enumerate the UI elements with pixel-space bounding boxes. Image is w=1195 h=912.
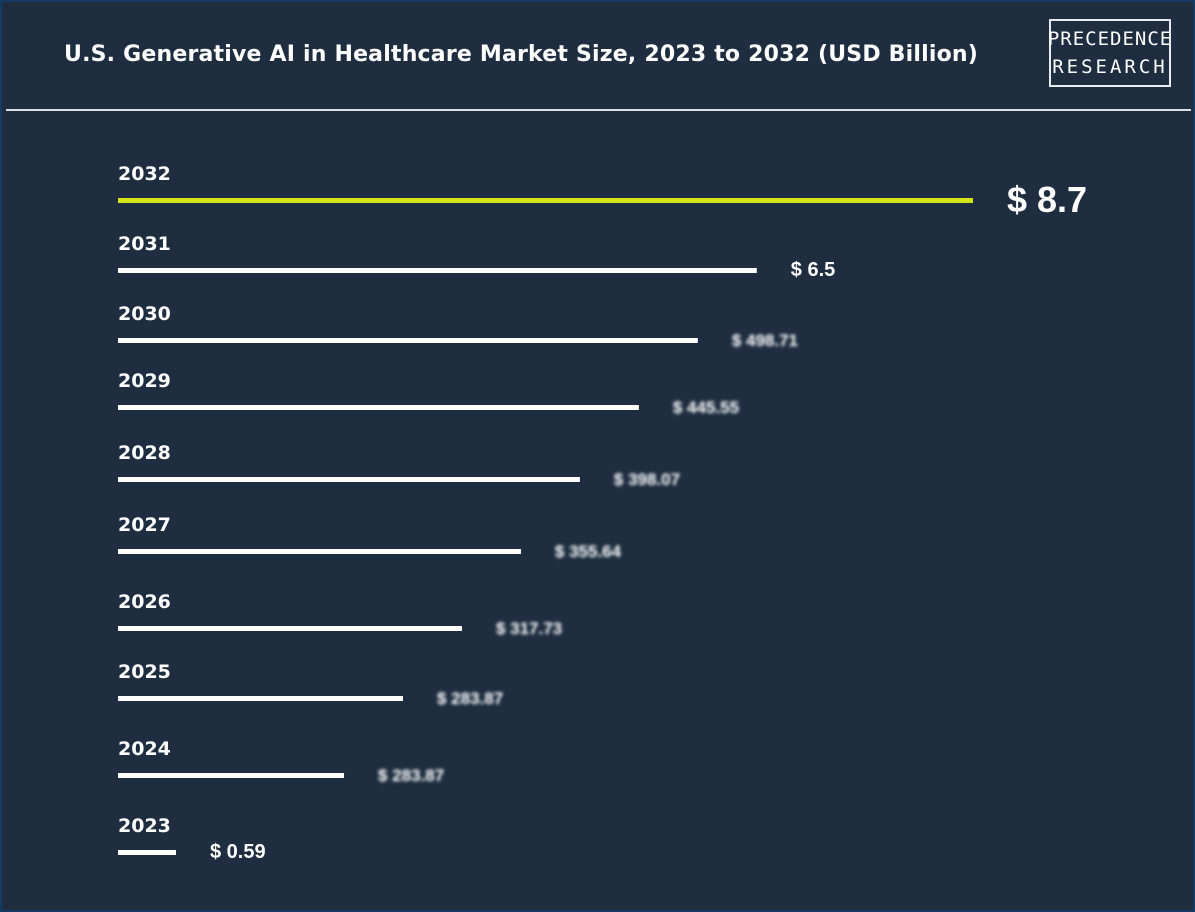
bar-2025 bbox=[118, 696, 403, 701]
category-label-2031: 2031 bbox=[118, 233, 171, 255]
value-label-2027: $ 355.64 bbox=[555, 542, 622, 561]
value-label-2025: $ 283.87 bbox=[437, 689, 503, 708]
bar-2024 bbox=[118, 773, 345, 778]
bar-2029 bbox=[118, 405, 639, 410]
category-label-2032: 2032 bbox=[118, 163, 171, 185]
value-label-2024: $ 283.87 bbox=[378, 766, 444, 785]
value-label-2030: $ 498.71 bbox=[732, 331, 798, 350]
category-label-2030: 2030 bbox=[118, 303, 171, 325]
bar-group: 2032 $ 8.7 2031 $ 6.5 2030 $ 498.71 2029 $ 445.… bbox=[118, 163, 1087, 863]
category-label-2023: 2023 bbox=[118, 815, 171, 837]
category-label-2024: 2024 bbox=[118, 738, 171, 760]
value-label-2029: $ 445.55 bbox=[673, 398, 739, 417]
bar-2028 bbox=[118, 477, 580, 482]
chart-title: U.S. Generative AI in Healthcare Market … bbox=[64, 42, 979, 67]
value-label-2028: $ 398.07 bbox=[614, 470, 680, 489]
bar-2030 bbox=[118, 338, 698, 343]
bar-2026 bbox=[118, 626, 462, 631]
category-label-2026: 2026 bbox=[118, 591, 171, 613]
bar-2027 bbox=[118, 549, 521, 554]
category-label-2025: 2025 bbox=[118, 661, 171, 683]
value-label-2032: $ 8.7 bbox=[1007, 179, 1087, 220]
logo-line-1: PRECEDENCE bbox=[1047, 28, 1173, 50]
logo-line-2: RESEARCH bbox=[1052, 56, 1168, 78]
bar-2023 bbox=[118, 850, 176, 855]
header-divider bbox=[6, 109, 1191, 111]
value-label-2023: $ 0.59 bbox=[210, 841, 266, 863]
category-label-2028: 2028 bbox=[118, 442, 171, 464]
value-label-2026: $ 317.73 bbox=[496, 619, 562, 638]
bar-2031 bbox=[118, 268, 757, 273]
bar-2032 bbox=[118, 198, 973, 203]
value-label-2031: $ 6.5 bbox=[791, 259, 835, 281]
category-label-2027: 2027 bbox=[118, 514, 171, 536]
category-label-2029: 2029 bbox=[118, 370, 171, 392]
precedence-research-logo: PRECEDENCE RESEARCH bbox=[1047, 19, 1173, 87]
